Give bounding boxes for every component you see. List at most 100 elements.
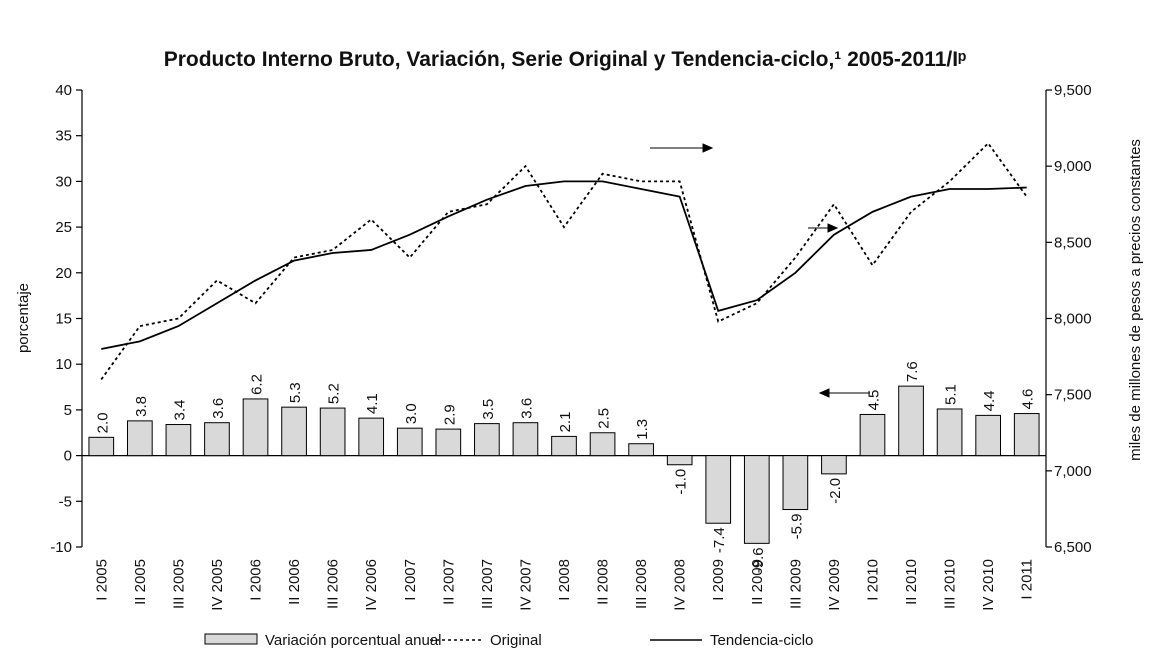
bar bbox=[705, 455, 732, 524]
bar-value-label: 3.0 bbox=[403, 403, 420, 424]
y-tick-label: 15 bbox=[55, 311, 72, 328]
bar bbox=[358, 417, 385, 457]
bar bbox=[898, 385, 924, 457]
bar-value-label: 5.2 bbox=[326, 383, 343, 404]
y-tick-label: 30 bbox=[55, 173, 72, 190]
bar-value-label: 4.1 bbox=[364, 393, 381, 414]
x-tick-label: I 2005 bbox=[93, 559, 110, 601]
bar bbox=[936, 408, 963, 457]
bar-value-label: -9.6 bbox=[750, 547, 767, 573]
y2-tick-label: 9,000 bbox=[1054, 158, 1092, 175]
chart-title: Producto Interno Bruto, Variación, Serie… bbox=[164, 48, 967, 71]
y2-tick-label: 7,000 bbox=[1054, 463, 1092, 480]
y2-tick-label: 8,000 bbox=[1054, 311, 1092, 328]
bar-value-label: -5.9 bbox=[788, 514, 805, 540]
bar bbox=[165, 424, 192, 457]
legend-swatch bbox=[204, 633, 258, 645]
bar-value-label: 2.1 bbox=[557, 412, 574, 433]
bar-value-label: 2.0 bbox=[94, 412, 111, 433]
bar bbox=[319, 407, 346, 457]
x-tick-label: I 2010 bbox=[864, 559, 881, 601]
y-tick-label: 10 bbox=[55, 356, 72, 373]
y-axis-label: porcentaje bbox=[15, 283, 32, 353]
bar bbox=[242, 398, 269, 457]
x-tick-label: III 2006 bbox=[325, 559, 342, 609]
line bbox=[101, 180, 1027, 350]
legend-label: Variación porcentual anual bbox=[265, 632, 442, 649]
bar-value-label: 3.6 bbox=[210, 398, 227, 419]
bar bbox=[589, 432, 616, 457]
bar-value-label: 3.8 bbox=[133, 396, 150, 417]
bar-value-label: 2.9 bbox=[441, 404, 458, 425]
y-tick-label: 5 bbox=[64, 402, 72, 419]
bar bbox=[743, 455, 770, 544]
bar-value-label: 5.3 bbox=[287, 382, 304, 403]
x-tick-label: I 2006 bbox=[248, 559, 265, 601]
bar bbox=[281, 406, 307, 457]
bar bbox=[975, 414, 1001, 457]
y2-tick-label: 9,500 bbox=[1054, 82, 1092, 99]
x-tick-label: I 2007 bbox=[402, 559, 419, 601]
bar bbox=[859, 413, 886, 457]
bar bbox=[821, 455, 847, 475]
bar bbox=[782, 455, 809, 511]
x-tick-label: III 2009 bbox=[787, 559, 804, 609]
legend-label: Original bbox=[490, 632, 542, 649]
x-tick-label: IV 2008 bbox=[672, 559, 689, 611]
bar bbox=[204, 422, 230, 457]
x-tick-label: III 2008 bbox=[633, 559, 650, 609]
x-tick-label: I 2008 bbox=[556, 559, 573, 601]
y2-axis-label: miles de millones de pesos a precios con… bbox=[1127, 139, 1144, 461]
x-tick-label: IV 2005 bbox=[209, 559, 226, 611]
y-tick-label: -5 bbox=[59, 493, 72, 510]
bar bbox=[474, 423, 500, 457]
x-tick-label: IV 2007 bbox=[517, 559, 534, 611]
bar-value-label: 5.1 bbox=[943, 384, 960, 405]
x-tick-label: III 2005 bbox=[170, 559, 187, 609]
arrows bbox=[650, 143, 870, 398]
bar bbox=[551, 435, 577, 457]
bar-value-label: -7.4 bbox=[711, 527, 728, 553]
y2-tick-label: 6,500 bbox=[1054, 539, 1092, 556]
x-tick-label: IV 2010 bbox=[980, 559, 997, 611]
x-tick-label: II 2009 bbox=[749, 559, 766, 605]
x-tick-label: II 2005 bbox=[132, 559, 149, 605]
x-tick-label: IV 2006 bbox=[363, 559, 380, 611]
y-tick-label: -10 bbox=[50, 539, 72, 556]
y-tick-label: 20 bbox=[55, 265, 72, 282]
x-tick-label: III 2007 bbox=[479, 559, 496, 609]
x-tick-label: I 2009 bbox=[710, 559, 727, 601]
bar-value-label: 7.6 bbox=[904, 361, 921, 382]
y2-tick-label: 8,500 bbox=[1054, 234, 1092, 251]
y-tick-label: 25 bbox=[55, 219, 72, 236]
y-tick-label: 35 bbox=[55, 128, 72, 145]
bar-value-label: -1.0 bbox=[673, 469, 690, 495]
y-tick-label: 0 bbox=[64, 448, 72, 465]
x-tick-label: II 2006 bbox=[286, 559, 303, 605]
bar bbox=[1013, 413, 1040, 457]
bar bbox=[628, 443, 654, 457]
bar-value-label: 1.3 bbox=[634, 419, 651, 440]
bar-value-label: -2.0 bbox=[827, 478, 844, 504]
x-tick-label: II 2008 bbox=[595, 559, 612, 605]
bar-value-label: 6.2 bbox=[249, 374, 266, 395]
y2-tick-label: 7,500 bbox=[1054, 387, 1092, 404]
bar bbox=[435, 428, 462, 457]
x-tick-label: III 2010 bbox=[942, 559, 959, 609]
bar-value-label: 3.4 bbox=[171, 400, 188, 421]
bar bbox=[88, 436, 115, 457]
legend-label: Tendencia-ciclo bbox=[710, 632, 813, 649]
bar-value-label: 4.5 bbox=[865, 390, 882, 411]
bar bbox=[127, 420, 153, 457]
bar-value-label: 2.5 bbox=[596, 408, 613, 429]
y-tick-label: 40 bbox=[55, 82, 72, 99]
x-tick-label: II 2007 bbox=[440, 559, 457, 605]
bar bbox=[512, 422, 539, 457]
x-tick-label: II 2010 bbox=[903, 559, 920, 605]
x-tick-label: I 2011 bbox=[1019, 559, 1036, 600]
bar-value-label: 4.4 bbox=[981, 391, 998, 412]
bar-value-label: 4.6 bbox=[1020, 389, 1037, 410]
bar-value-label: 3.5 bbox=[480, 399, 497, 420]
bar-value-label: 3.6 bbox=[518, 398, 535, 419]
